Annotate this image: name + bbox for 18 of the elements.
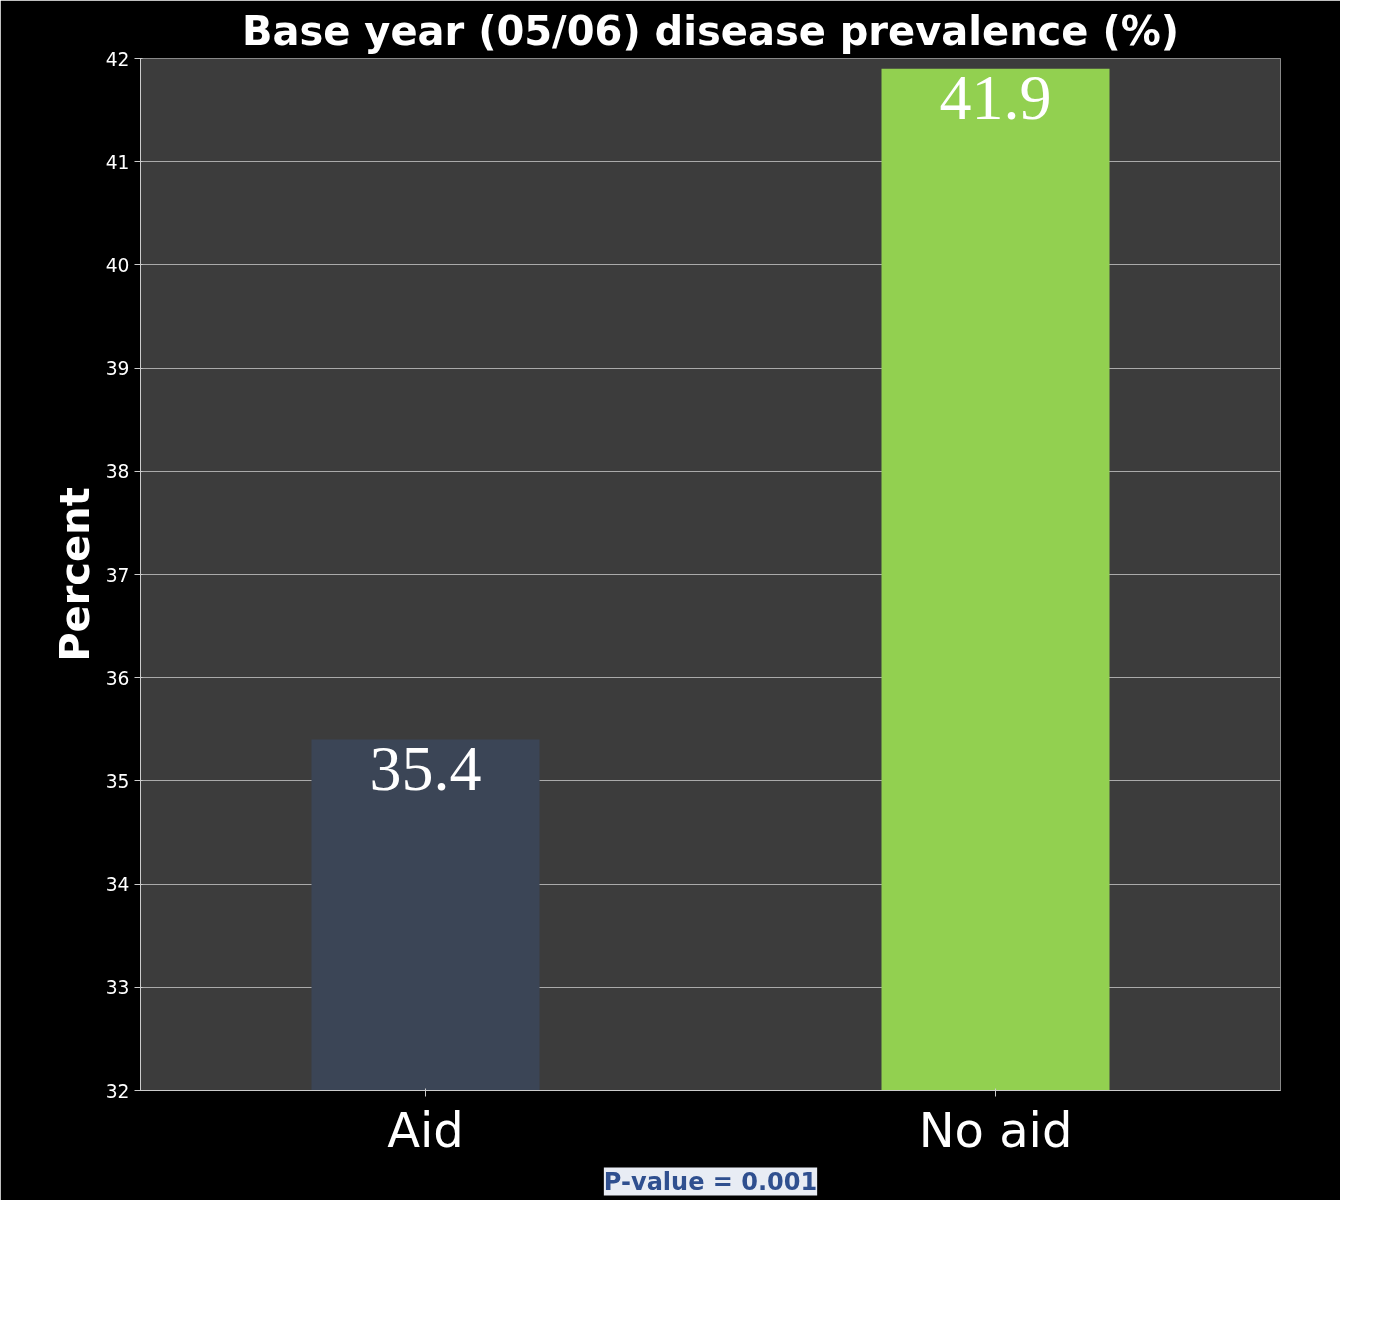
data-label: 35.4 bbox=[369, 732, 482, 804]
y-tick-label: 39 bbox=[105, 358, 130, 380]
x-tick-label: No aid bbox=[918, 1101, 1073, 1158]
y-tick-label: 33 bbox=[105, 977, 130, 999]
y-tick-label: 38 bbox=[105, 461, 130, 483]
y-tick-label: 37 bbox=[105, 564, 130, 586]
data-label: 41.9 bbox=[939, 61, 1052, 133]
y-tick-label: 35 bbox=[105, 770, 130, 792]
y-tick-label: 36 bbox=[105, 667, 130, 689]
y-tick-label: 34 bbox=[105, 874, 130, 896]
chart-title: Base year (05/06) disease prevalence (%) bbox=[241, 7, 1180, 54]
x-tick-label: Aid bbox=[387, 1101, 464, 1158]
y-tick-label: 32 bbox=[105, 1080, 130, 1102]
y-tick-label: 40 bbox=[105, 254, 130, 276]
y-tick-label: 42 bbox=[105, 48, 130, 70]
text: P-value = 0.001 bbox=[603, 1167, 818, 1196]
y-axis-title: Percent bbox=[51, 487, 98, 662]
y-tick-label: 41 bbox=[105, 151, 130, 173]
